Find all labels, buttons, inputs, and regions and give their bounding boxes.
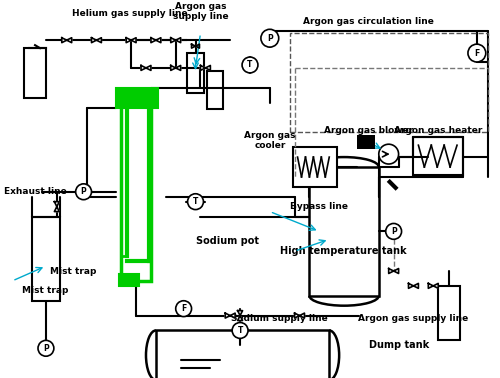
- Text: Exhaust line: Exhaust line: [4, 187, 67, 196]
- Text: Mist trap: Mist trap: [22, 286, 68, 295]
- Text: Sodium supply line: Sodium supply line: [232, 314, 328, 323]
- Text: T: T: [238, 326, 243, 335]
- Text: Argon gas
supply line: Argon gas supply line: [172, 2, 229, 21]
- Text: Dump tank: Dump tank: [369, 340, 429, 350]
- Text: Argon gas heater: Argon gas heater: [394, 126, 482, 135]
- Polygon shape: [192, 44, 200, 48]
- Text: Argon gas
cooler: Argon gas cooler: [244, 130, 296, 150]
- Bar: [438, 286, 460, 340]
- Text: Helium gas supply line: Helium gas supply line: [72, 9, 188, 18]
- Bar: [310, 167, 379, 296]
- Text: F: F: [181, 304, 186, 313]
- Polygon shape: [200, 65, 210, 70]
- Bar: [186, 53, 204, 93]
- Bar: [414, 137, 463, 175]
- Polygon shape: [388, 268, 398, 274]
- Polygon shape: [428, 284, 438, 288]
- Text: Mist trap: Mist trap: [50, 266, 96, 276]
- Polygon shape: [170, 38, 180, 43]
- Text: Argon gas supply line: Argon gas supply line: [358, 314, 469, 323]
- Bar: [208, 71, 224, 108]
- Circle shape: [468, 44, 486, 62]
- Text: T: T: [248, 60, 252, 70]
- Bar: [119, 274, 139, 286]
- Text: F: F: [474, 48, 480, 57]
- Polygon shape: [62, 38, 72, 43]
- Text: Argon gas blower: Argon gas blower: [324, 126, 414, 135]
- Bar: [24, 48, 46, 98]
- Polygon shape: [225, 313, 235, 318]
- Circle shape: [261, 29, 278, 47]
- Circle shape: [38, 340, 54, 356]
- Circle shape: [379, 144, 398, 164]
- Text: T: T: [193, 197, 198, 206]
- Circle shape: [386, 223, 402, 239]
- Polygon shape: [238, 311, 242, 321]
- Text: High temperature tank: High temperature tank: [280, 246, 406, 256]
- Bar: [116, 88, 158, 108]
- Text: P: P: [43, 344, 49, 353]
- Bar: [32, 217, 60, 301]
- Polygon shape: [92, 38, 102, 43]
- Bar: [156, 330, 330, 378]
- Polygon shape: [141, 65, 151, 70]
- Polygon shape: [54, 202, 60, 212]
- Text: P: P: [391, 227, 396, 236]
- Polygon shape: [151, 38, 161, 43]
- Polygon shape: [294, 313, 304, 318]
- Text: Sodium pot: Sodium pot: [196, 236, 258, 246]
- Bar: [121, 102, 151, 281]
- Text: Argon gas circulation line: Argon gas circulation line: [304, 17, 434, 26]
- Text: P: P: [267, 34, 272, 43]
- Circle shape: [188, 194, 204, 209]
- Polygon shape: [170, 65, 180, 70]
- Circle shape: [242, 57, 258, 73]
- Circle shape: [232, 322, 248, 338]
- Polygon shape: [126, 38, 136, 43]
- Bar: [357, 135, 375, 149]
- Text: Bypass line: Bypass line: [290, 202, 348, 211]
- Text: P: P: [80, 187, 86, 196]
- Bar: [292, 147, 337, 187]
- Polygon shape: [408, 284, 418, 288]
- Circle shape: [176, 301, 192, 317]
- Bar: [290, 33, 488, 132]
- Circle shape: [76, 184, 92, 200]
